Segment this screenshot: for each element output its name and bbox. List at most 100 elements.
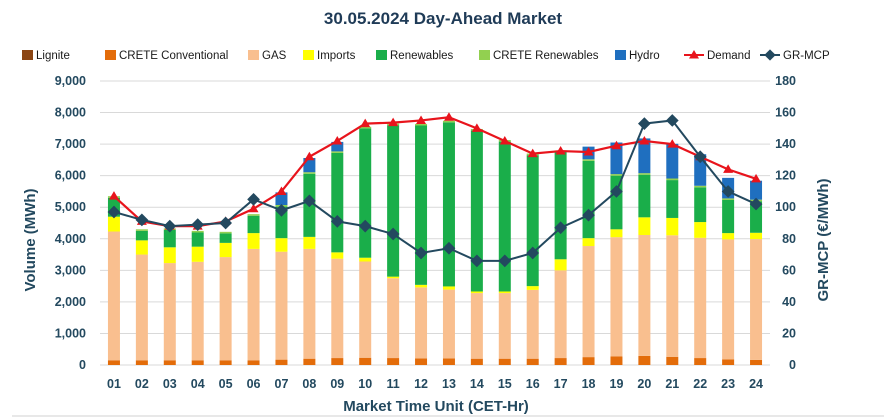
bar-crete-conventional <box>275 359 288 365</box>
point-demand <box>248 203 259 213</box>
point-demand <box>611 140 622 150</box>
bar-imports <box>107 216 120 232</box>
lines <box>107 112 763 268</box>
bar-crete-conventional <box>442 358 455 365</box>
bar-gas <box>526 289 539 359</box>
y-tick-label: 1,000 <box>55 326 86 340</box>
bar-renewables <box>638 174 651 218</box>
bar-gas <box>666 235 679 357</box>
bar-crete-conventional <box>554 358 567 365</box>
bar-imports <box>526 286 539 290</box>
bar-imports <box>582 238 595 247</box>
point-gr-mcp <box>107 205 121 219</box>
point-demand <box>443 112 454 121</box>
bar-renewables <box>582 160 595 239</box>
bar-renewables <box>219 233 232 243</box>
bar-crete-renewables <box>638 173 651 175</box>
x-tick-label: 13 <box>442 377 456 391</box>
bar-crete-renewables <box>219 231 232 234</box>
x-tick-label: 15 <box>498 377 512 391</box>
bar-gas <box>470 293 483 359</box>
bar-crete-renewables <box>582 159 595 161</box>
x-tick-label: 18 <box>582 377 596 391</box>
bar-imports <box>331 252 344 259</box>
x-tick-label: 21 <box>665 377 679 391</box>
point-gr-mcp <box>275 204 288 217</box>
bar-imports <box>722 233 735 240</box>
point-demand <box>471 123 482 132</box>
point-demand <box>639 135 650 145</box>
bar-crete-renewables <box>666 178 679 181</box>
axes: 0 1,000 2,000 3,000 4,000 5,000 6,000 7,000 8,00… <box>55 74 796 391</box>
point-demand <box>555 146 566 155</box>
bar-crete-conventional <box>610 356 623 365</box>
bar-gas <box>387 278 400 359</box>
bar-crete-renewables <box>415 123 428 126</box>
chart-title: 30.05.2024 Day-Ahead Market <box>324 9 562 28</box>
bar-crete-conventional <box>331 358 344 365</box>
bar-imports <box>247 233 260 249</box>
legend-label-crete-conventional: CRETE Conventional <box>119 50 228 62</box>
x-tick-label: 04 <box>191 377 205 391</box>
bar-crete-conventional <box>191 360 204 365</box>
y-tick-label: 6,000 <box>55 169 86 183</box>
x-tick-label: 02 <box>135 377 149 391</box>
y-tick-label: 7,000 <box>55 137 86 151</box>
bar-imports <box>219 242 232 258</box>
point-gr-mcp <box>247 192 260 206</box>
bar-renewables <box>275 206 288 239</box>
x-tick-label: 20 <box>637 377 651 391</box>
legend-swatch-renewables <box>376 50 387 60</box>
y2-tick-label: 20 <box>782 326 796 340</box>
bar-renewables <box>359 128 372 258</box>
x-tick-label: 08 <box>302 377 316 391</box>
bar-renewables <box>163 229 176 248</box>
bar-renewables <box>554 152 567 260</box>
point-gr-mcp <box>163 219 177 233</box>
bar-imports <box>666 217 679 236</box>
bar-hydro <box>694 154 707 186</box>
bar-imports <box>750 232 763 240</box>
x-axis-title: Market Time Unit (CET-Hr) <box>343 398 529 415</box>
x-tick-label: 19 <box>610 377 624 391</box>
legend-label-hydro: Hydro <box>629 50 660 62</box>
bar-gas <box>610 237 623 357</box>
x-tick-label: 24 <box>749 377 763 391</box>
bar-imports <box>415 284 428 288</box>
bar-crete-renewables <box>442 120 455 123</box>
y2-tick-label: 80 <box>782 232 796 246</box>
bar-crete-conventional <box>247 360 260 365</box>
y-tick-label: 0 <box>79 358 86 372</box>
bar-imports <box>359 257 372 262</box>
point-gr-mcp <box>191 218 205 231</box>
x-tick-label: 12 <box>414 377 428 391</box>
legend-label-lignite: Lignite <box>36 50 70 62</box>
bar-renewables <box>135 230 148 241</box>
point-demand <box>360 118 371 128</box>
bar-crete-renewables <box>694 185 707 188</box>
x-tick-label: 22 <box>693 377 707 391</box>
bar-gas <box>191 261 204 361</box>
bar-crete-conventional <box>303 358 316 365</box>
x-tick-label: 07 <box>275 377 289 391</box>
bar-imports <box>638 217 651 235</box>
bar-crete-conventional <box>219 360 232 365</box>
x-tick-label: 03 <box>163 377 177 391</box>
point-demand <box>667 139 678 148</box>
bar-crete-conventional <box>163 360 176 365</box>
bar-hydro <box>610 142 623 175</box>
point-demand <box>527 148 538 158</box>
point-demand <box>388 117 399 127</box>
x-tick-label: 16 <box>526 377 540 391</box>
bar-gas <box>442 289 455 359</box>
bar-crete-renewables <box>722 198 735 200</box>
bar-crete-conventional <box>750 359 763 365</box>
x-tick-label: 23 <box>721 377 735 391</box>
bar-imports <box>191 246 204 262</box>
bar-hydro <box>750 180 763 200</box>
point-gr-mcp <box>498 254 512 268</box>
bar-gas <box>107 231 120 361</box>
bar-gas <box>303 248 316 359</box>
bar-imports <box>442 286 455 290</box>
bar-hydro <box>331 141 344 152</box>
